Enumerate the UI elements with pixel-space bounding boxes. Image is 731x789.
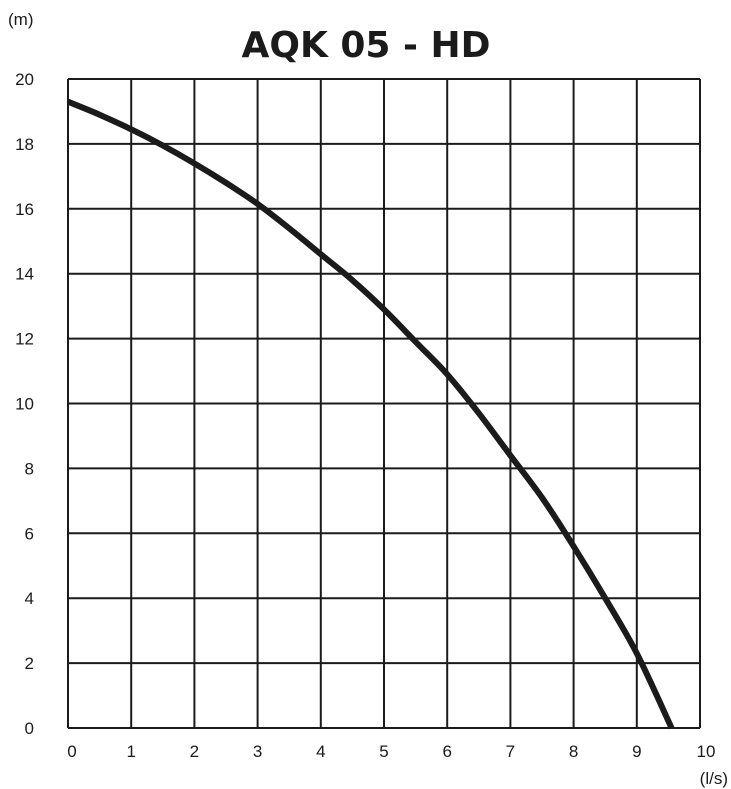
x-tick-label: 2: [190, 742, 199, 761]
series-group: [66, 98, 675, 730]
y-tick-label: 2: [25, 654, 34, 673]
pump-curve-line: [66, 98, 675, 730]
x-tick-label: 0: [67, 742, 76, 761]
x-axis-label: (l/s): [700, 769, 728, 788]
y-tick-label: 12: [15, 330, 34, 349]
y-tick-label: 8: [25, 459, 34, 478]
y-tick-label: 20: [15, 70, 34, 89]
y-tick-label: 14: [15, 265, 34, 284]
x-tick-label: 5: [379, 742, 388, 761]
x-axis-ticks: 0 1 2 3 4 5 6 7 8 9 10: [67, 742, 715, 761]
y-tick-label: 0: [25, 719, 34, 738]
x-tick-label: 1: [126, 742, 135, 761]
y-tick-label: 18: [15, 135, 34, 154]
x-tick-label: 10: [697, 742, 716, 761]
x-tick-label: 8: [569, 742, 578, 761]
y-tick-label: 16: [15, 200, 34, 219]
x-tick-label: 7: [506, 742, 515, 761]
x-tick-label: 9: [632, 742, 641, 761]
y-axis-label: (m): [8, 10, 33, 29]
grid: [67, 78, 701, 729]
y-tick-label: 10: [15, 395, 34, 414]
y-axis-ticks: 0 2 4 6 8 10 12 14 16 18 20: [15, 70, 34, 738]
x-tick-label: 6: [442, 742, 451, 761]
x-tick-label: 3: [253, 742, 262, 761]
chart-title: AQK 05 - HD: [241, 25, 490, 66]
x-tick-label: 4: [316, 742, 325, 761]
y-tick-label: 6: [25, 524, 34, 543]
y-tick-label: 4: [25, 589, 34, 608]
